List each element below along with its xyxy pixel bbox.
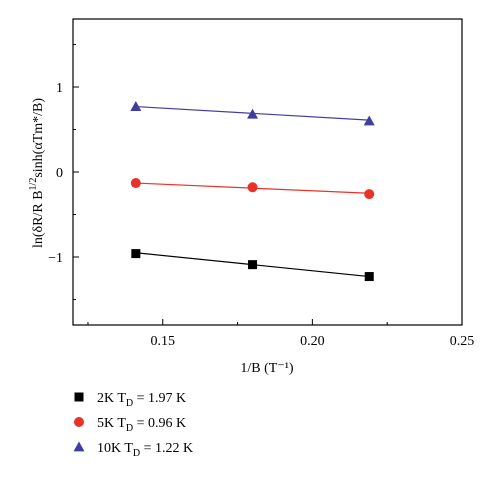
y-axis-title-main: ln(δR/R B (31, 190, 46, 248)
data-point-series-1 (364, 272, 374, 282)
legend-marker-series-1 (74, 392, 84, 402)
data-point-series-2 (247, 182, 258, 193)
x-axis-title: 1/B (T⁻¹) (240, 361, 294, 376)
data-points (130, 101, 375, 282)
y-axis-title-superscript: 1/2 (28, 178, 39, 191)
y-axis-title-rest: sinh(αTm*/B) (31, 98, 46, 178)
data-point-series-2 (364, 189, 375, 200)
data-point-series-2 (130, 178, 141, 189)
legend-label-series-1: 2K TD = 1.97 K (97, 391, 186, 409)
legend-marker-series-3 (73, 441, 85, 452)
plot-frame (72, 18, 463, 326)
data-point-series-1 (131, 249, 141, 259)
data-point-series-3 (363, 115, 375, 126)
x-tick-label: 0.20 (300, 334, 325, 349)
y-tick-label: 1 (56, 81, 63, 96)
x-tick-label: 0.15 (151, 334, 176, 349)
axis-ticks: 0.15 0.20 0.25 −1 0 1 (48, 44, 475, 349)
x-tick-label: 0.25 (450, 334, 475, 349)
y-tick-label: −1 (48, 251, 63, 266)
data-point-series-3 (130, 101, 142, 111)
legend-label-series-3: 10K TD = 1.22 K (97, 441, 193, 459)
y-tick-label: 0 (56, 166, 63, 181)
data-point-series-3 (247, 108, 259, 119)
y-axis-title: ln(δR/R B1/2sinh(αTm*/B) (28, 98, 46, 248)
legend-label-series-2: 5K TD = 0.96 K (97, 416, 186, 434)
legend-marker-series-2 (74, 417, 84, 427)
legend: 2K TD = 1.97 K 5K TD = 0.96 K 10K TD = 1.2… (73, 391, 193, 459)
data-point-series-1 (248, 260, 258, 270)
